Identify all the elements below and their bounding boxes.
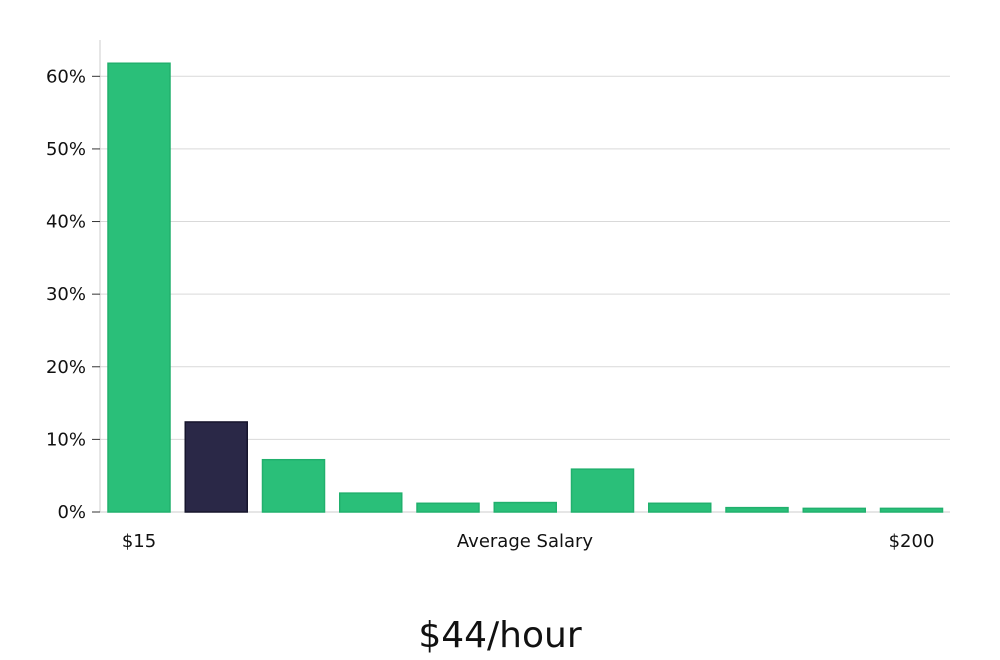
y-tick-label: 50% [46,139,86,160]
bar [802,507,866,513]
y-tick-label: 20% [46,357,86,378]
bar [261,458,326,513]
bar [725,506,789,513]
y-tick-label: 30% [46,284,86,305]
bars [107,62,944,513]
bar [879,507,944,513]
x-start-label: $15 [122,531,156,552]
x-end-label: $200 [889,531,935,552]
bar [416,502,480,513]
bar [493,501,557,513]
bar [570,468,635,513]
bar [107,62,171,513]
gridlines [100,75,950,440]
x-axis-label: Average Salary [457,531,594,552]
y-tick-label: 0% [57,502,86,523]
y-tick-label: 60% [46,66,86,87]
y-tick-label: 40% [46,212,86,233]
average-salary-value: $44/hour [418,615,582,656]
y-tick-labels: 0% 10% 20% 30% 40% 50% 60% [46,66,100,523]
bar [648,502,712,513]
y-tick-label: 10% [46,429,86,450]
bar-highlighted [184,421,248,513]
bar [339,492,403,513]
